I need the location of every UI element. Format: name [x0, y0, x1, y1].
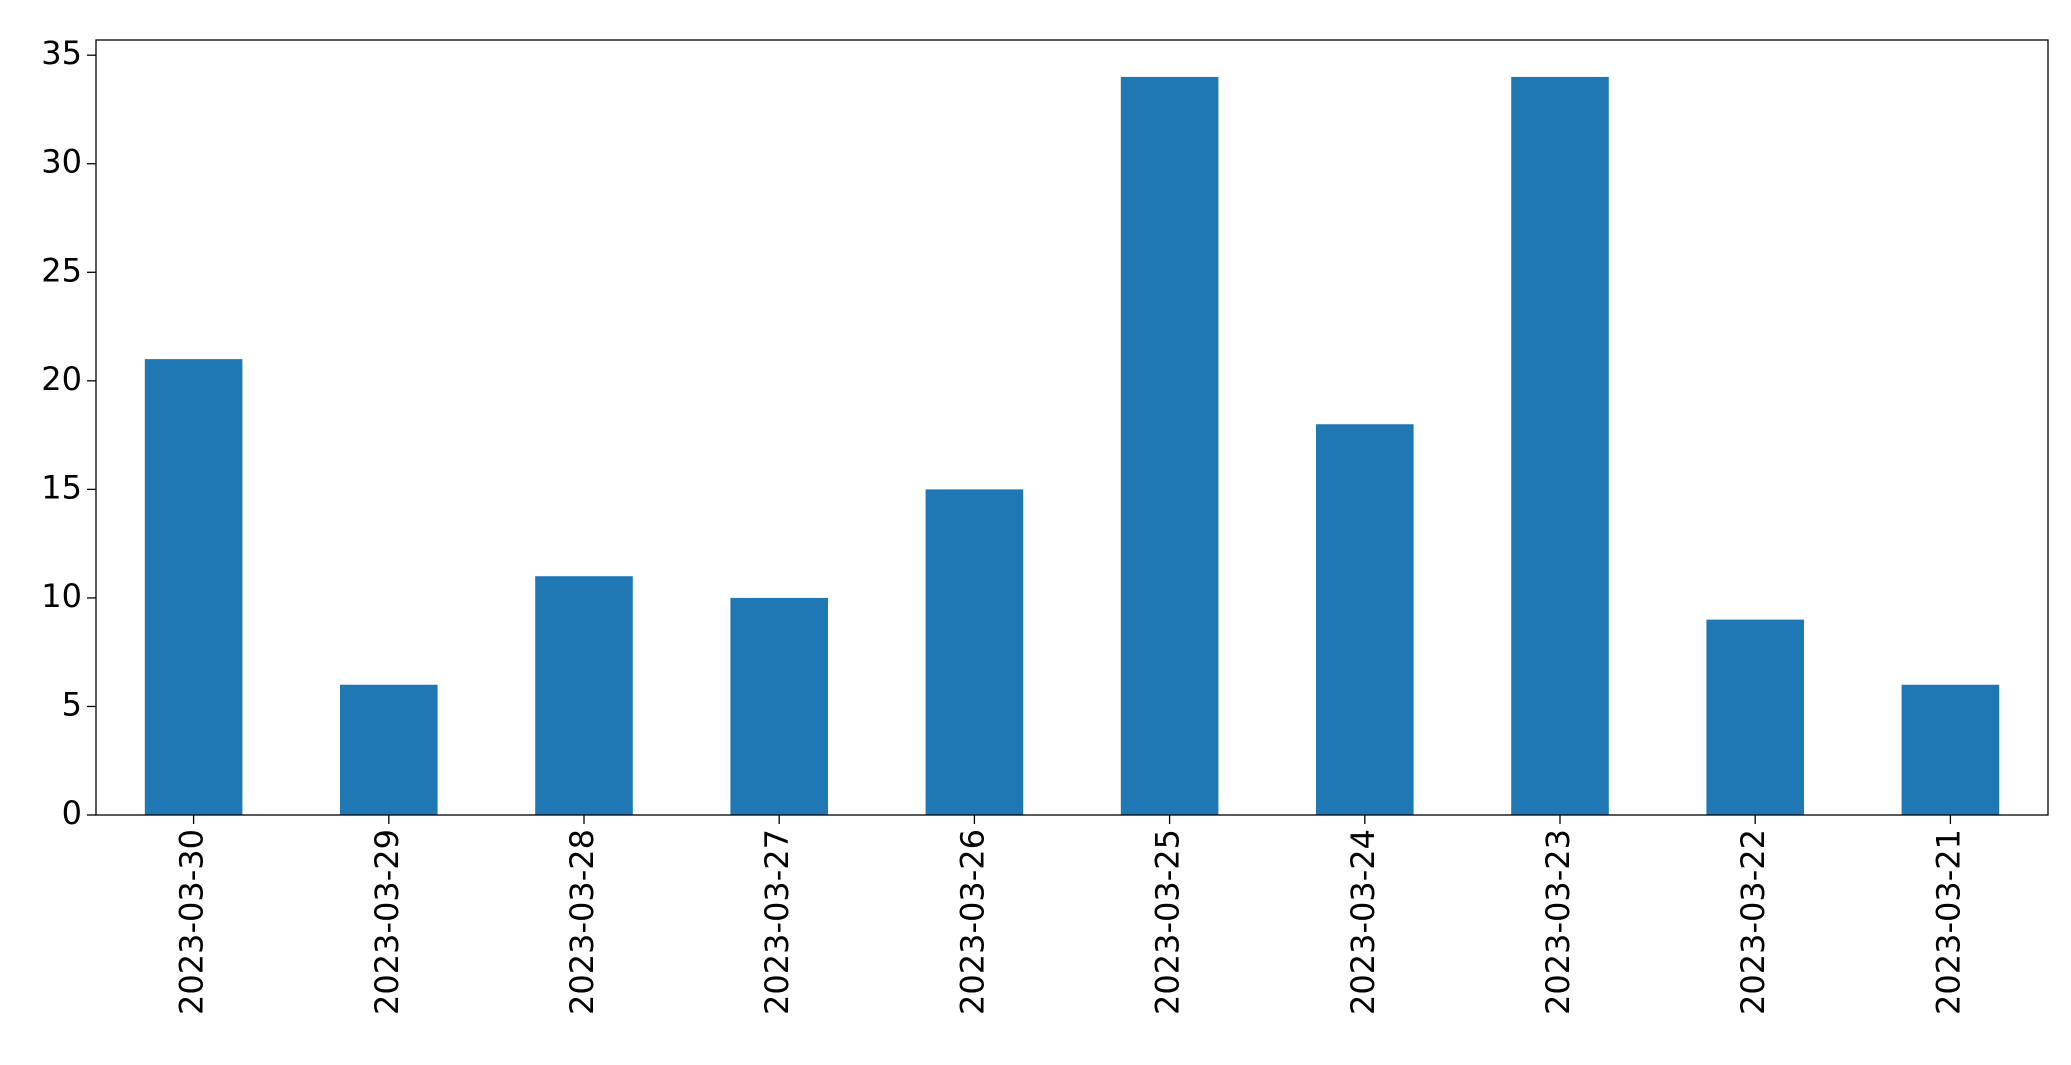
y-tick-label: 10	[41, 577, 82, 615]
y-tick-label: 30	[41, 143, 82, 181]
x-tick-label: 2023-03-25	[1149, 829, 1187, 1015]
bar	[1511, 76, 1609, 815]
bar	[925, 489, 1024, 815]
y-tick-label: 15	[41, 468, 82, 506]
x-tick-label: 2023-03-27	[758, 829, 796, 1015]
bar	[1706, 619, 1804, 815]
bar	[1120, 76, 1219, 815]
y-tick-label: 25	[41, 251, 82, 289]
y-tick-label: 35	[41, 34, 82, 72]
x-tick-label: 2023-03-22	[1734, 829, 1772, 1015]
x-tick-label: 2023-03-26	[953, 829, 991, 1015]
x-tick-label: 2023-03-24	[1344, 829, 1382, 1015]
bar	[144, 359, 243, 815]
x-tick-label: 2023-03-28	[563, 829, 601, 1015]
bar	[1901, 684, 2000, 815]
x-tick-label: 2023-03-23	[1539, 829, 1577, 1015]
bar	[730, 597, 828, 815]
bar	[340, 684, 438, 815]
bar	[1316, 424, 1414, 815]
x-tick-label: 2023-03-21	[1929, 829, 1967, 1015]
plot-frame	[95, 39, 2049, 816]
x-tick-label: 2023-03-30	[173, 829, 211, 1015]
y-tick-label: 5	[62, 685, 82, 723]
bar	[535, 576, 633, 815]
y-tick-label: 0	[62, 794, 82, 832]
y-tick-label: 20	[41, 360, 82, 398]
x-tick-label: 2023-03-29	[368, 829, 406, 1015]
